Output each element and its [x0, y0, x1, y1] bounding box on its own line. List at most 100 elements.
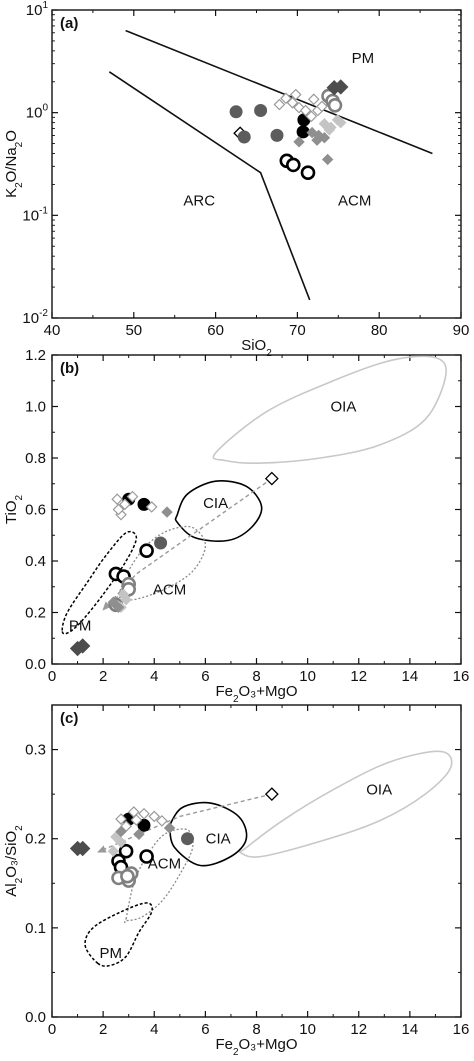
field-label-oia: OIA [366, 782, 392, 799]
data-point-diamond-open-gray [289, 88, 302, 101]
field-label-arc: ARC [183, 192, 215, 209]
data-point-diamond-open-gray [307, 93, 320, 106]
field-label-cia: CIA [203, 495, 228, 512]
x-tick-label: 4 [150, 668, 158, 685]
x-tick-label: 10 [299, 1021, 316, 1038]
data-point-diamond-open-gray [280, 92, 292, 105]
y-tick-label: 1.0 [25, 399, 46, 416]
panel-c: 0 2 4 6 8 10 12 14 16 0.0 0.1 0.2 0.3 Fe2O₃+MgO Al2O₃/… [3, 704, 470, 1058]
data-point-diamond-gray [115, 825, 127, 838]
field-boundary-line-1 [125, 29, 433, 155]
data-point-diamond-open-gray [111, 493, 124, 506]
x-tick-label: 10 [299, 668, 316, 685]
y-axis-label: Al2O₃/SiO2 [3, 825, 25, 897]
y-tick-label: 0.1 [25, 920, 46, 937]
acm-field-outline [124, 828, 194, 923]
x-tick-label: 0 [48, 668, 56, 685]
x-axis-label: SiO2 [241, 337, 272, 359]
data-point-diamond-light-gray [115, 836, 127, 848]
data-point-diamond-open-gray [145, 501, 158, 513]
data-point-diamond-open-black [264, 471, 279, 486]
y-tick-label: 0.8 [25, 450, 46, 467]
data-point-diamond-light-gray [107, 845, 120, 857]
y-tick-label: 101 [26, 0, 49, 19]
y-tick-label: 0.2 [25, 831, 46, 848]
data-point-diamond-open-gray [119, 498, 131, 511]
data-point-diamond-dark-gray [333, 79, 349, 95]
x-tick-label: 16 [453, 668, 470, 685]
data-point-circle-open-black [300, 165, 316, 180]
x-tick-label: 60 [207, 322, 224, 339]
x-axis-label: Fe2O₃+MgO [215, 1036, 297, 1058]
data-point-diamond-light-gray [117, 588, 130, 601]
panel-b: 0 2 4 6 8 10 12 14 16 0.0 0.2 0.4 0.6 0.8 1.0 1.2 Fe2O₃+… [3, 347, 469, 705]
data-point-diamond-light-gray [323, 124, 336, 136]
y-tick-label: 0.3 [25, 742, 46, 759]
pm-field-outline [84, 902, 153, 967]
x-tick-label: 8 [252, 668, 260, 685]
x-tick-label: 2 [99, 1021, 107, 1038]
data-point-diamond-open-gray [273, 98, 286, 111]
data-point-diamond-gray [112, 601, 125, 614]
field-label-acm: ACM [148, 856, 181, 873]
x-tick-label: 4 [150, 1021, 158, 1038]
x-tick-label: 12 [350, 668, 367, 685]
data-point-circle-dark-gray [237, 130, 251, 144]
data-point-diamond-open-gray [130, 814, 143, 826]
x-tick-label: 90 [453, 322, 470, 339]
trend-arrow-c [97, 793, 272, 853]
pm-field-outline [61, 530, 138, 635]
data-point-diamond-gray [306, 126, 318, 139]
data-point-diamond-gray [293, 136, 305, 148]
x-tick-label: 12 [350, 1021, 367, 1038]
x-tick-label: 16 [453, 1021, 470, 1038]
data-point-diamond-open-gray [299, 104, 312, 117]
data-point-diamond-open-gray [126, 490, 139, 503]
data-point-diamond-gray [163, 822, 176, 834]
panel-label: (a) [60, 15, 78, 32]
y-tick-label: 10-1 [22, 205, 48, 224]
data-point-circle-open-gray [120, 868, 135, 884]
x-tick-label: 14 [402, 1021, 419, 1038]
panel-label: (b) [60, 360, 79, 377]
data-point-circle-dark-gray [154, 536, 168, 550]
y-tick-label: 0.6 [25, 502, 46, 519]
data-point-diamond-open-gray [112, 503, 125, 516]
cia-field-outline [167, 801, 248, 867]
field-label-pm: PM [69, 617, 92, 634]
data-point-diamond-dark-gray [74, 840, 91, 857]
y-axis-label: TiO2 [3, 494, 25, 524]
data-point-diamond-open-gray [156, 815, 168, 827]
data-point-circle-open-gray [327, 98, 343, 113]
data-point-circle-dark-gray [254, 104, 268, 117]
field-label-acm: ACM [153, 581, 186, 598]
y-tick-label: 1.2 [25, 347, 46, 364]
data-point-diamond-dark-gray [74, 638, 91, 654]
field-label-pm: PM [100, 945, 123, 962]
x-tick-label: 70 [289, 322, 306, 339]
y-axis-label: K2O/Na2O [3, 130, 25, 198]
panel-label: (c) [60, 710, 78, 727]
y-tick-label: 0.2 [25, 605, 46, 622]
plot-frame [51, 9, 462, 319]
data-point-diamond-gray [321, 153, 334, 166]
data-point-circle-dark-gray [270, 128, 284, 142]
cia-field-outline [174, 480, 263, 542]
data-point-diamond-open-gray [305, 110, 318, 123]
data-point-diamond-open-gray [138, 807, 150, 820]
field-boundary-line-2 [108, 71, 311, 301]
data-point-circle-open-black [139, 543, 154, 559]
data-point-diamond-light-gray [318, 118, 331, 130]
x-tick-label: 80 [371, 322, 388, 339]
oia-field-outline [239, 750, 453, 858]
data-point-diamond-gray [161, 506, 173, 518]
field-label-acm: ACM [338, 192, 371, 209]
x-tick-label: 40 [44, 322, 61, 339]
data-point-diamond-open-gray [293, 101, 305, 114]
x-tick-label: 2 [99, 668, 107, 685]
data-point-diamond-gray [311, 134, 323, 146]
field-label-cia: CIA [206, 831, 231, 848]
y-tick-label: 0.0 [25, 1009, 46, 1026]
data-point-circle-open-black [118, 843, 134, 859]
data-point-diamond-open-gray [148, 810, 161, 823]
